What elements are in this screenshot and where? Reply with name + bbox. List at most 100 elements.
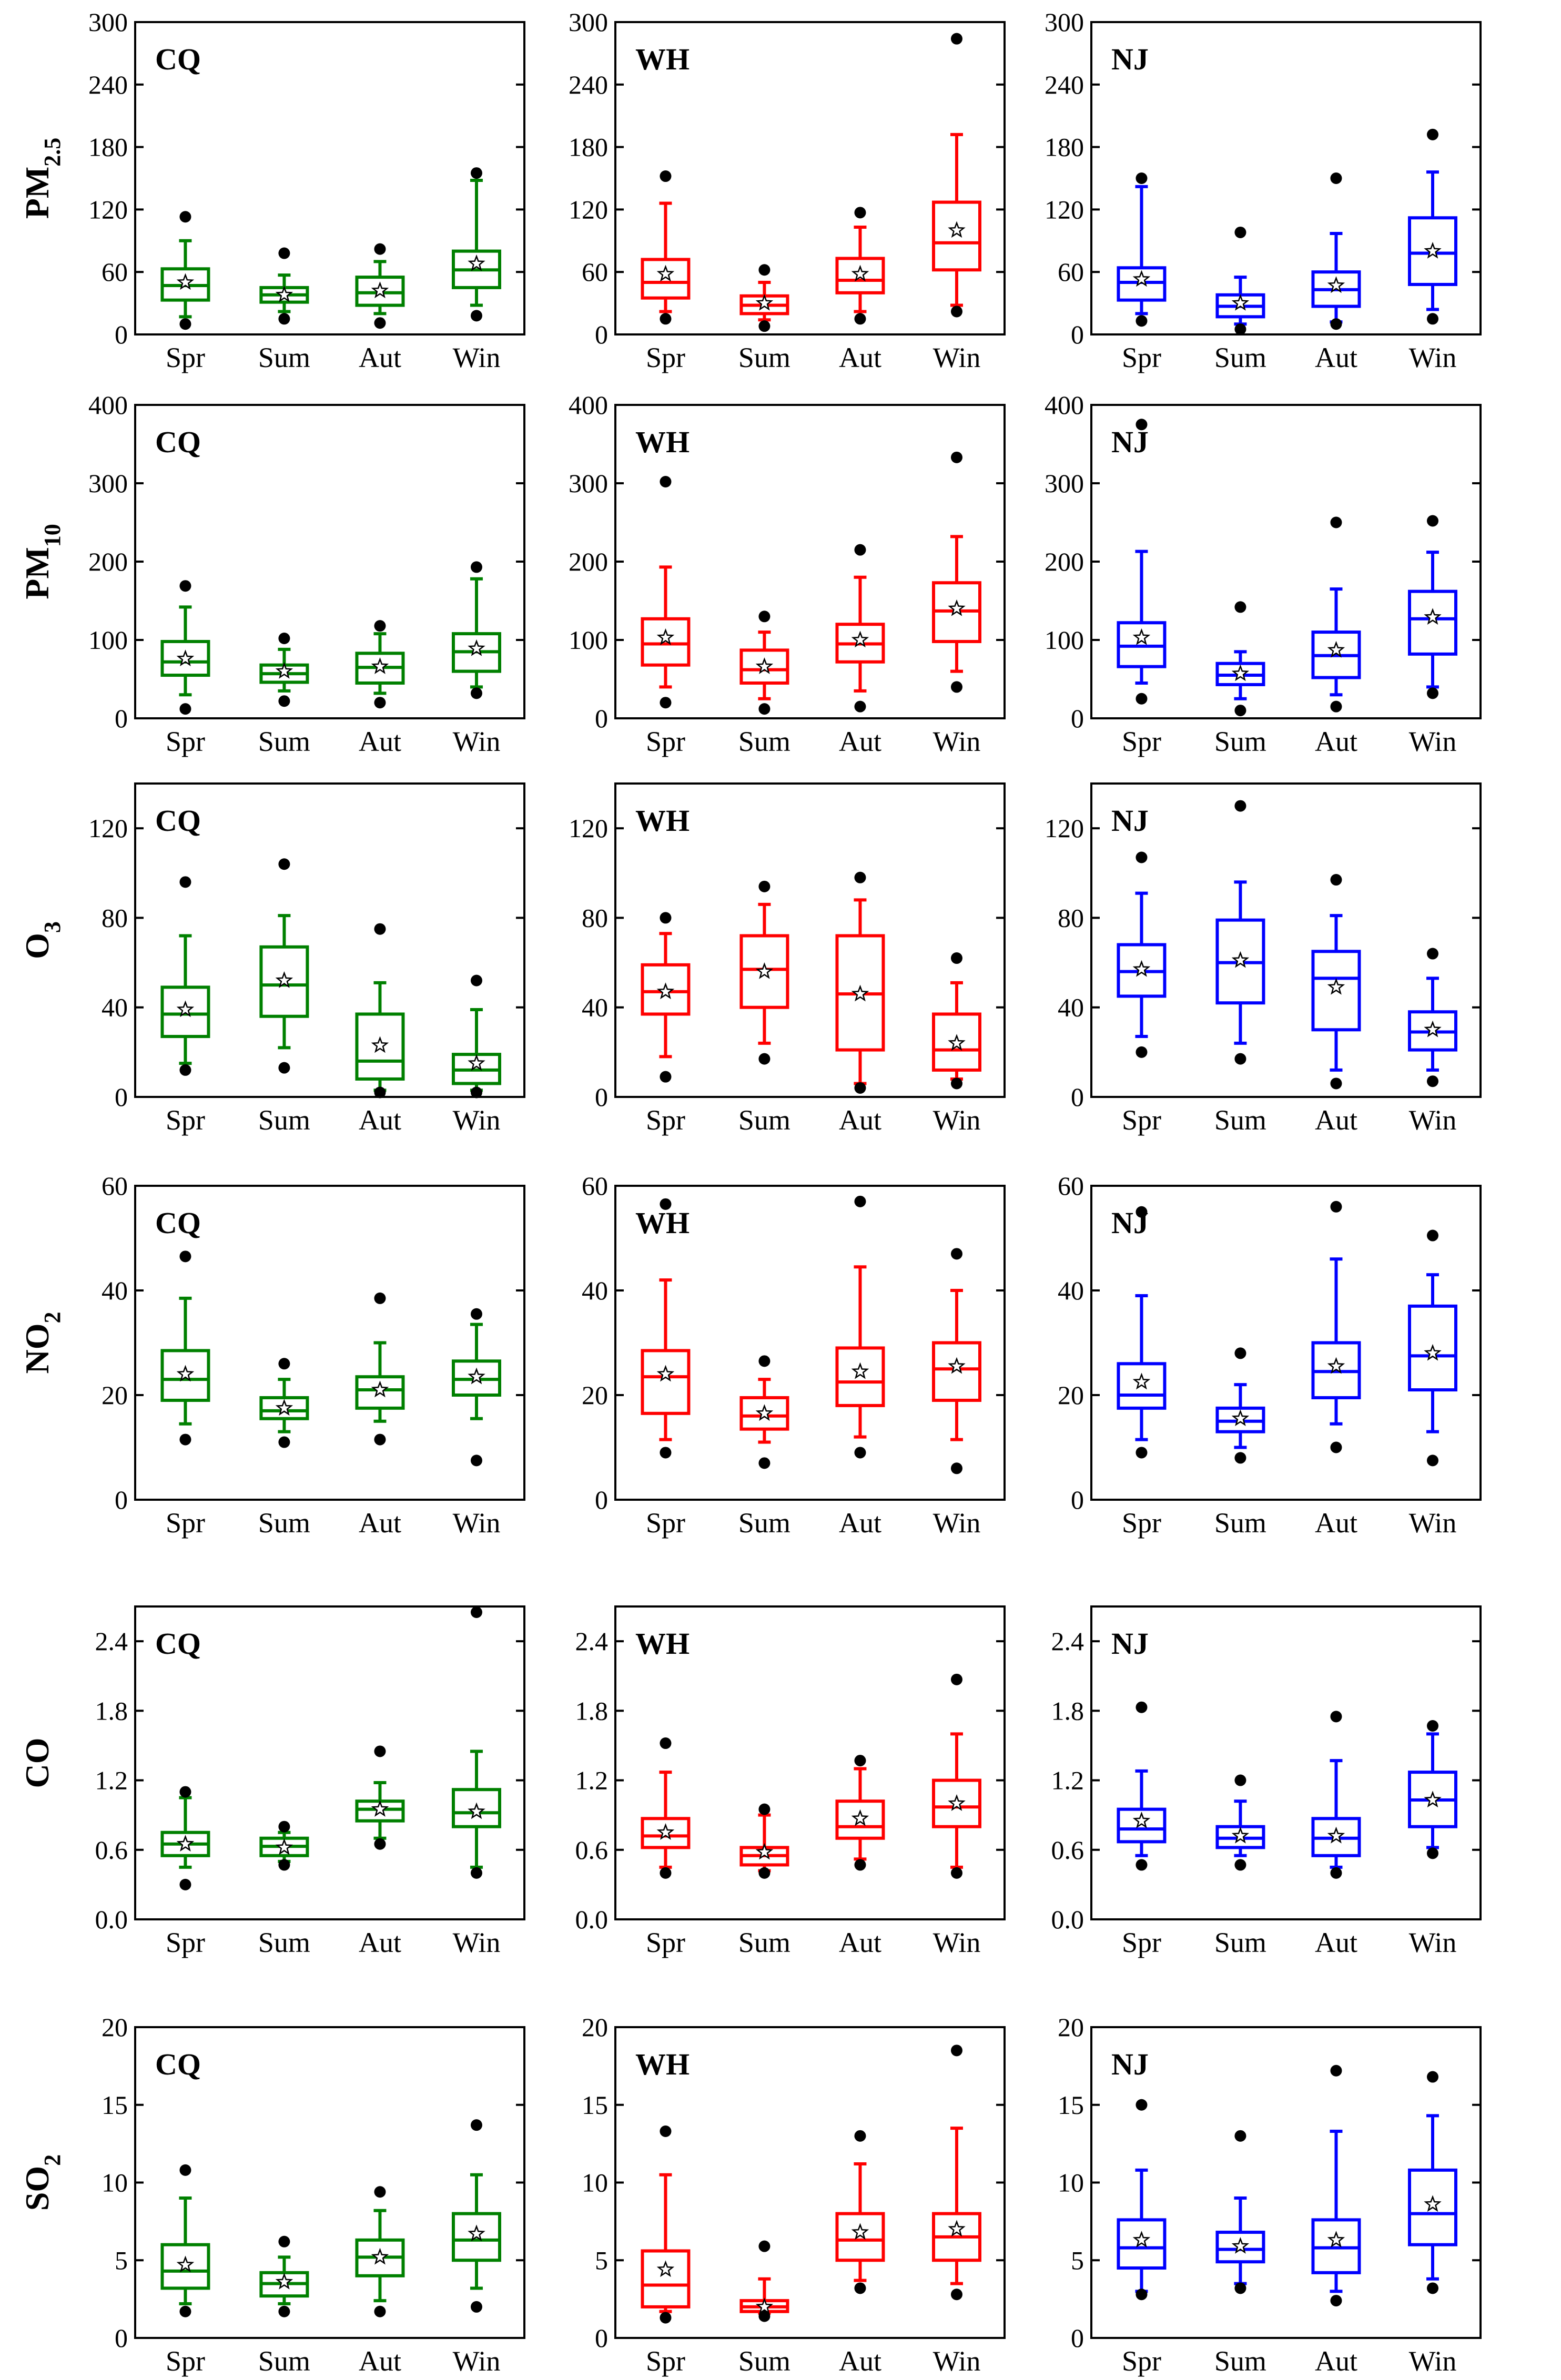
box-spr: Spr <box>160 876 210 1136</box>
iqr-box <box>931 1341 981 1402</box>
outlier-point <box>1330 172 1342 184</box>
outlier-point <box>1330 1441 1342 1453</box>
iqr-box <box>835 2212 885 2262</box>
box-spr: Spr <box>160 1786 210 1958</box>
box-win: Win <box>931 451 981 757</box>
outlier-point <box>1136 419 1148 431</box>
outlier-point <box>1426 313 1438 325</box>
plot-frame <box>1090 782 1482 1098</box>
box-aut: Aut <box>835 2130 885 2377</box>
outlier-point <box>758 611 771 623</box>
box-win: Win <box>931 2045 981 2377</box>
outlier-point <box>374 1838 386 1850</box>
mean-marker <box>948 599 966 616</box>
mean-marker <box>1424 1344 1442 1361</box>
outlier-point <box>950 681 962 693</box>
mean-marker <box>176 273 195 290</box>
city-label: WH <box>635 1206 690 1240</box>
y-tick-label: 400 <box>1045 390 1084 420</box>
box-sum: Sum <box>738 611 790 757</box>
y-tick-label: 1.2 <box>575 1766 609 1795</box>
x-tick-label: Spr <box>1122 2345 1161 2377</box>
box-sum: Sum <box>1214 2130 1266 2377</box>
plot-frame <box>614 21 1006 335</box>
y-tick-label: 0 <box>115 1485 128 1514</box>
outlier-point <box>1234 2282 1246 2294</box>
panel-wh-o3: 0 40 80 120 WH Spr Sum Aut Win <box>569 782 1006 1136</box>
mean-marker <box>851 265 869 282</box>
mean-marker <box>176 1365 195 1382</box>
y-axis-title: PM10 <box>18 524 65 599</box>
y-tick-label: 0 <box>115 1082 128 1112</box>
y-tick-label: 20 <box>102 1380 128 1410</box>
outlier-point <box>179 2305 191 2317</box>
mean-marker <box>1424 608 1442 625</box>
x-tick-label: Sum <box>258 1507 310 1539</box>
outlier-point <box>758 1355 771 1367</box>
mean-marker <box>1327 276 1345 293</box>
x-tick-label: Win <box>453 726 501 757</box>
box-sum: Sum <box>1214 601 1266 757</box>
outlier-point <box>1136 1859 1148 1871</box>
y-tick-label: 120 <box>569 813 608 843</box>
iqr-box <box>1407 2168 1457 2246</box>
outlier-point <box>1234 226 1246 238</box>
y-tick-label: 60 <box>1058 1171 1084 1201</box>
x-tick-label: Sum <box>258 1927 310 1958</box>
panel-nj-so2: 0 5 10 15 20 NJ Spr Sum Aut Win <box>1058 2012 1482 2377</box>
y-axis-title-main: CO <box>18 1738 56 1788</box>
box-sum: Sum <box>738 880 790 1136</box>
outlier-point <box>1426 128 1438 140</box>
panel-cq-o3: 0 40 80 120 CQ O3 Spr Sum Aut Win <box>18 782 525 1136</box>
y-axis-title: NO2 <box>18 1312 65 1374</box>
outlier-point <box>950 1462 962 1474</box>
box-sum: Sum <box>1214 800 1266 1136</box>
y-tick-label: 20 <box>1058 1380 1084 1410</box>
outlier-point <box>854 1082 866 1094</box>
box-aut: Aut <box>1311 1711 1361 1958</box>
mean-marker <box>1132 2231 1151 2248</box>
box-spr: Spr <box>641 1198 691 1539</box>
box-spr: Spr <box>1117 2099 1167 2377</box>
box-win: Win <box>451 167 501 373</box>
y-tick-label: 0 <box>115 704 128 733</box>
outlier-point <box>854 2130 866 2142</box>
x-tick-label: Sum <box>1214 342 1266 373</box>
y-tick-label: 300 <box>1045 469 1084 498</box>
outlier-point <box>1330 318 1342 330</box>
outlier-point <box>470 167 482 179</box>
outlier-point <box>179 211 191 223</box>
y-tick-label: 20 <box>582 2012 608 2042</box>
y-tick-label: 40 <box>582 1276 608 1305</box>
outlier-point <box>854 2282 866 2294</box>
outlier-point <box>374 1433 386 1446</box>
x-tick-label: Aut <box>359 1507 401 1539</box>
box-spr: Spr <box>641 912 691 1136</box>
y-tick-label: 5 <box>115 2245 128 2275</box>
outlier-point <box>1426 2282 1438 2294</box>
x-tick-label: Win <box>453 1507 501 1539</box>
y-tick-label: 1.2 <box>1051 1766 1084 1795</box>
x-tick-label: Spr <box>646 1104 685 1136</box>
y-tick-label: 40 <box>1058 993 1084 1022</box>
outlier-point <box>1234 2130 1246 2142</box>
city-label: CQ <box>155 425 201 459</box>
box-spr: Spr <box>160 211 210 373</box>
x-tick-label: Sum <box>738 1507 790 1539</box>
mean-marker <box>275 662 293 679</box>
outlier-point <box>660 912 672 924</box>
box-sum: Sum <box>1214 1774 1266 1958</box>
box-aut: Aut <box>1311 516 1361 757</box>
box-win: Win <box>931 1673 981 1958</box>
outlier-point <box>660 2312 672 2324</box>
box-spr: Spr <box>641 2125 691 2377</box>
x-tick-label: Win <box>1409 2345 1457 2377</box>
y-tick-label: 15 <box>582 2090 608 2120</box>
panel-nj-o3: 0 40 80 120 NJ Spr Sum Aut Win <box>1045 782 1482 1136</box>
y-tick-label: 120 <box>569 195 608 224</box>
box-sum: Sum <box>738 2240 790 2377</box>
x-tick-label: Win <box>1409 1927 1457 1958</box>
outlier-point <box>1330 1867 1342 1879</box>
mean-marker <box>755 2297 774 2315</box>
x-tick-label: Aut <box>1315 1927 1357 1958</box>
